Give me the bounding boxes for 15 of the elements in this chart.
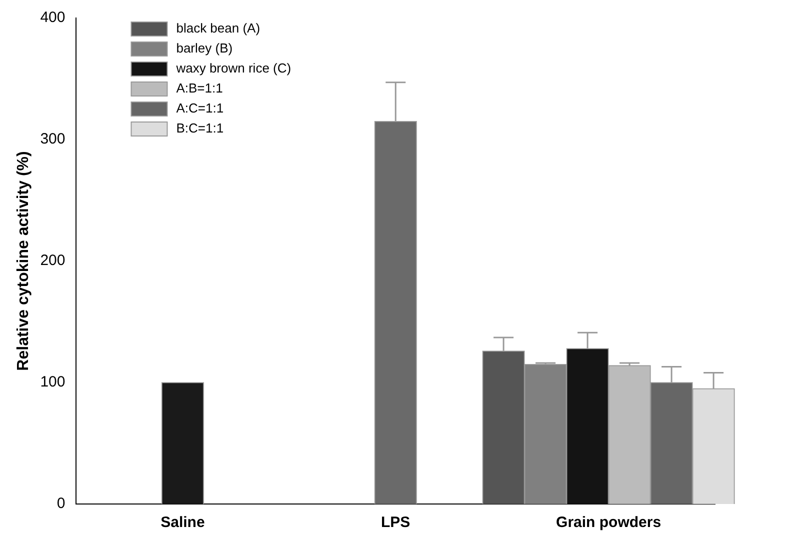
- x-tick-label: Saline: [160, 514, 205, 532]
- legend-label: A:B=1:1: [176, 80, 223, 96]
- legend-label: A:C=1:1: [176, 100, 224, 116]
- legend-label: barley (B): [176, 40, 233, 56]
- y-tick-label: 0: [56, 495, 66, 512]
- y-tick-label: 400: [40, 9, 66, 26]
- y-axis-title: Relative cytokine activity (%): [15, 151, 32, 371]
- y-tick-label: 200: [40, 252, 66, 270]
- legend-label: waxy brown rice (C): [175, 60, 292, 76]
- legend-label: black bean (A): [176, 20, 260, 36]
- x-tick-label: LPS: [381, 514, 410, 532]
- y-tick-label: 300: [40, 130, 66, 148]
- x-tick-label: Grain powders: [556, 514, 662, 532]
- y-tick-label: 100: [40, 374, 66, 391]
- legend-label: B:C=1:1: [176, 120, 224, 136]
